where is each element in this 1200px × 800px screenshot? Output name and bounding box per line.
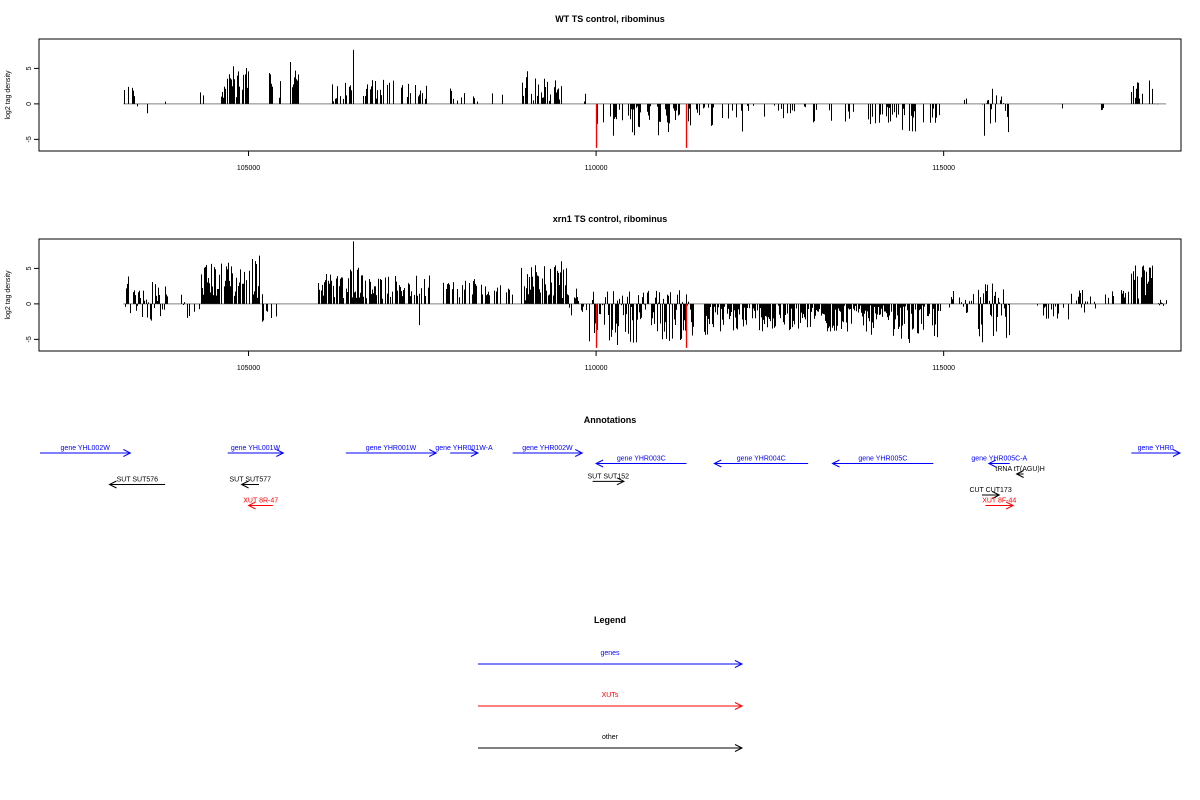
legend: Legend genes XUTs other [478,615,744,752]
annotation-label: gene YHR001W [366,445,417,452]
wt-y-tick-label: 5 [26,66,33,70]
annotation-arrow: gene YHR002W [512,445,584,457]
annotation-arrow: gene YHR001W [345,445,438,457]
annotations-title: Annotations [584,415,637,425]
legend-label: XUTs [602,692,619,699]
xrn1-y-tick-label: -5 [26,336,33,342]
wt-x-tick-label: 110000 [585,165,608,172]
wt-panel-title: WT TS control, ribominus [555,14,665,24]
xrn1-signal-bars [125,241,1167,348]
annotation-arrow: gene YHR0 [1131,445,1182,457]
annotation-label: XUT 8R-47 [243,498,278,505]
wt-y-tick-label: -5 [26,136,33,142]
annotation-label: SUT SUT152 [588,473,630,480]
wt-y-axis-label: log2 tag density [5,70,12,120]
annotation-arrow: XUT 8F-44 [982,498,1016,510]
xrn1-x-tick-label: 110000 [585,365,608,372]
annotation-arrow: SUT SUT152 [588,473,630,486]
wt-plot-frame [38,38,1182,152]
xrn1-y-tick-label: 0 [26,302,33,306]
legend-entry: genes [478,650,744,668]
wt-y-tick-label: 0 [26,102,33,106]
annotation-label: gene YHR005C-A [971,456,1027,463]
annotation-arrow: SUT SUT577 [230,477,272,489]
annotation-label: gene YHL002W [61,445,111,452]
legend-entries: genes XUTs other [478,650,744,752]
annotation-arrow: gene YHR004C [713,456,809,468]
wt-signal-bars [124,49,1158,148]
annotation-arrow: gene YHR005C-A [971,456,1028,468]
legend-entry: other [478,734,744,752]
annotation-features: gene YHL002W gene YHL001W gene YHR001W gene… [40,445,1182,510]
legend-label: genes [600,650,620,657]
wt-x-axis: 105000 110000 115000 [237,151,955,172]
annotation-label: gene YHR003C [617,456,666,463]
annotation-label: gene YHR004C [737,456,786,463]
xrn1-panel-title: xrn1 TS control, ribominus [553,214,668,224]
xrn1-plot-frame [38,238,1182,352]
annotation-arrow: gene YHL001W [227,445,285,457]
annotation-label: gene YHR0 [1138,445,1174,452]
annotation-label: XUT 8F-44 [982,498,1016,505]
annotation-label: CUT CUT173 [969,487,1011,494]
annotation-arrow: CUT CUT173 [969,487,1012,499]
xrn1-y-axis-label: log2 tag density [5,270,12,320]
wt-coverage-panel: WT TS control, ribominus log2 tag densit… [5,14,1182,172]
xrn1-x-tick-label: 115000 [932,365,955,372]
annotation-arrow: gene YHL002W [40,445,132,457]
annotation-arrow: tRNA tT(AGU)H [995,466,1045,478]
annotations-track: Annotations gene YHL002W gene YHL001W gene… [40,415,1182,510]
legend-label: other [602,734,619,741]
annotation-arrow: gene YHR001W-A [435,445,493,457]
xrn1-x-axis: 105000 110000 115000 [237,351,955,372]
annotation-arrow: gene YHR005C [831,456,934,468]
annotation-label: tRNA tT(AGU)H [995,466,1044,473]
xrn1-coverage-panel: xrn1 TS control, ribominus log2 tag dens… [5,214,1182,372]
wt-y-axis: -5 0 5 [26,66,39,142]
annotation-label: gene YHR005C [858,456,907,463]
wt-x-tick-label: 115000 [932,165,955,172]
annotation-label: SUT SUT576 [117,477,159,484]
annotation-arrow: XUT 8R-47 [243,498,278,510]
legend-title: Legend [594,615,626,625]
xrn1-x-tick-label: 105000 [237,365,260,372]
xrn1-y-tick-label: 5 [26,266,33,270]
annotation-arrow: gene YHR003C [594,456,687,468]
annotation-arrow: SUT SUT576 [108,477,166,489]
annotation-label: SUT SUT577 [230,477,272,484]
annotation-label: gene YHR001W-A [435,445,493,452]
annotation-label: gene YHR002W [522,445,573,452]
xrn1-y-axis: -5 0 5 [26,266,39,342]
wt-x-tick-label: 105000 [237,165,260,172]
annotation-label: gene YHL001W [231,445,281,452]
legend-entry: XUTs [478,692,744,710]
